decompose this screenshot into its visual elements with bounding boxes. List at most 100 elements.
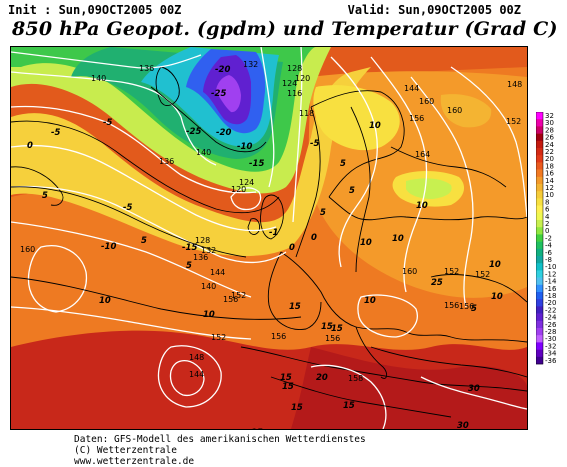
temperature-label: 5 <box>42 191 48 201</box>
credit-source: Daten: GFS-Modell des amerikanischen Wet… <box>74 434 366 445</box>
geopotential-label: 136 <box>193 253 209 262</box>
colorbar-swatch <box>536 320 543 329</box>
coast-iberia <box>267 251 322 330</box>
geopotential-label: 140 <box>91 74 107 83</box>
temperature-label: -25 <box>211 89 227 99</box>
colorbar-swatch <box>536 148 543 156</box>
temp-field-violet <box>216 75 241 113</box>
temperature-label: -20 <box>216 128 232 138</box>
temperature-label: -5 <box>51 128 61 138</box>
colorbar-swatch <box>536 112 543 120</box>
colorbar-tick-label: -8 <box>545 256 552 264</box>
geopotential-label: 116 <box>287 89 303 98</box>
geopotential-label: 128 <box>195 236 211 245</box>
geopotential-label: 156 <box>409 114 425 123</box>
colorbar-swatch <box>536 292 543 300</box>
geopotential-label: 156 <box>223 295 239 304</box>
temperature-label: 10 <box>369 121 381 131</box>
colorbar-tick-label: -24 <box>545 314 557 322</box>
temperature-label: 10 <box>203 310 215 320</box>
colorbar-swatch <box>536 205 543 214</box>
colorbar-tick-label: -2 <box>545 234 552 242</box>
temperature-label: 5 <box>186 261 192 271</box>
temperature-label: -15 <box>182 243 198 253</box>
colorbar-swatch <box>536 234 543 242</box>
geopotential-label: 132 <box>201 246 217 255</box>
colorbar-tick-label: 10 <box>545 191 554 199</box>
temperature-label: 5 <box>471 304 477 314</box>
colorbar-tick-label: -28 <box>545 328 556 336</box>
colorbar-tick-label: 22 <box>545 148 554 156</box>
colorbar-swatch <box>536 191 543 199</box>
geopotential-label: 148 <box>189 353 205 362</box>
geopotential-label: 120 <box>295 74 311 83</box>
temperature-label: 10 <box>491 292 503 302</box>
colorbar-swatch <box>536 248 543 257</box>
geopotential-label: 156 <box>444 301 460 310</box>
geopotential-label: 160 <box>419 97 435 106</box>
temperature-label: 25 <box>431 278 443 288</box>
colorbar-tick-label: -4 <box>545 242 553 250</box>
temperature-label: 10 <box>99 296 111 306</box>
temperature-label: -15 <box>249 159 265 169</box>
temperature-label: -10 <box>101 242 117 252</box>
temp-field-lime-east <box>406 178 452 199</box>
temperature-label: 5 <box>320 208 326 218</box>
temperature-label: -20 <box>215 65 231 75</box>
colorbar-swatch <box>536 356 543 365</box>
colorbar-swatch <box>536 176 543 185</box>
colorbar-tick-label: -16 <box>545 285 557 293</box>
colorbar-swatch <box>536 126 543 134</box>
temperature-label: 20 <box>316 373 328 383</box>
coast-north-africa <box>240 346 527 392</box>
geopotential-label: 144 <box>189 370 205 379</box>
credit-copyright: (C) Wetterzentrale <box>74 445 177 456</box>
temp-field-yellow-north <box>313 85 400 151</box>
temperature-label: 0 <box>311 233 317 243</box>
temperature-label: -5 <box>103 118 113 128</box>
temp-field-yellow <box>11 67 371 257</box>
geopotential-label: 124 <box>239 178 255 187</box>
colorbar-tick-label: -18 <box>545 292 556 300</box>
colorbar-border <box>536 112 544 365</box>
colorbar-swatch <box>536 227 543 235</box>
colorbar-swatch <box>536 328 543 336</box>
weather-map: 136 140 132 128 124 120 116 118 148 144 152 156 160 1… <box>10 46 528 430</box>
colorbar-tick-label: -32 <box>545 342 556 350</box>
colorbar-tick-label: 2 <box>545 220 549 228</box>
colorbar-swatch <box>536 306 543 314</box>
geopotential-label: 144 <box>404 84 420 93</box>
colorbar-tick-label: 14 <box>545 177 554 185</box>
colorbar-swatch <box>536 277 543 286</box>
temperature-label: -1 <box>269 228 279 238</box>
colorbar-tick-label: -6 <box>545 249 553 257</box>
temperature-label: 15 <box>331 324 343 334</box>
colorbar-tick-label: -26 <box>545 321 557 329</box>
temperature-label: 10 <box>489 260 501 270</box>
colorbar-tick-label: -22 <box>545 306 556 314</box>
colorbar-swatch <box>536 342 543 350</box>
colorbar-swatch <box>536 133 543 142</box>
geopotential-label: 160 <box>20 245 36 254</box>
geopotential-label: 156 <box>459 302 475 311</box>
coast-scandinavia <box>310 90 405 198</box>
temperature-label: 15 <box>280 373 292 383</box>
colorbar-tick-label: -14 <box>545 278 557 286</box>
colorbar-tick-label: -34 <box>545 350 557 358</box>
colorbar-swatch <box>536 270 543 278</box>
temperature-label: -25 <box>186 127 202 137</box>
temperature-colorbar: 32302826242220181614121086420-2-4-6-8-10… <box>536 112 557 365</box>
colorbar-tick-label: 16 <box>545 170 554 178</box>
coast-britain <box>260 194 284 240</box>
geopotential-label: 152 <box>475 270 491 279</box>
temperature-label: -10 <box>237 142 253 152</box>
colorbar-tick-label: 24 <box>545 141 554 149</box>
coast-italy <box>355 326 388 379</box>
colorbar-swatch <box>536 256 543 264</box>
geopotential-label: 164 <box>415 150 431 159</box>
colorbar-tick-label: 8 <box>545 198 549 206</box>
coast-iceland <box>155 66 180 106</box>
temperature-label: 15 <box>321 322 333 332</box>
geopotential-label: 120 <box>231 185 247 194</box>
colorbar-swatches <box>536 112 544 365</box>
